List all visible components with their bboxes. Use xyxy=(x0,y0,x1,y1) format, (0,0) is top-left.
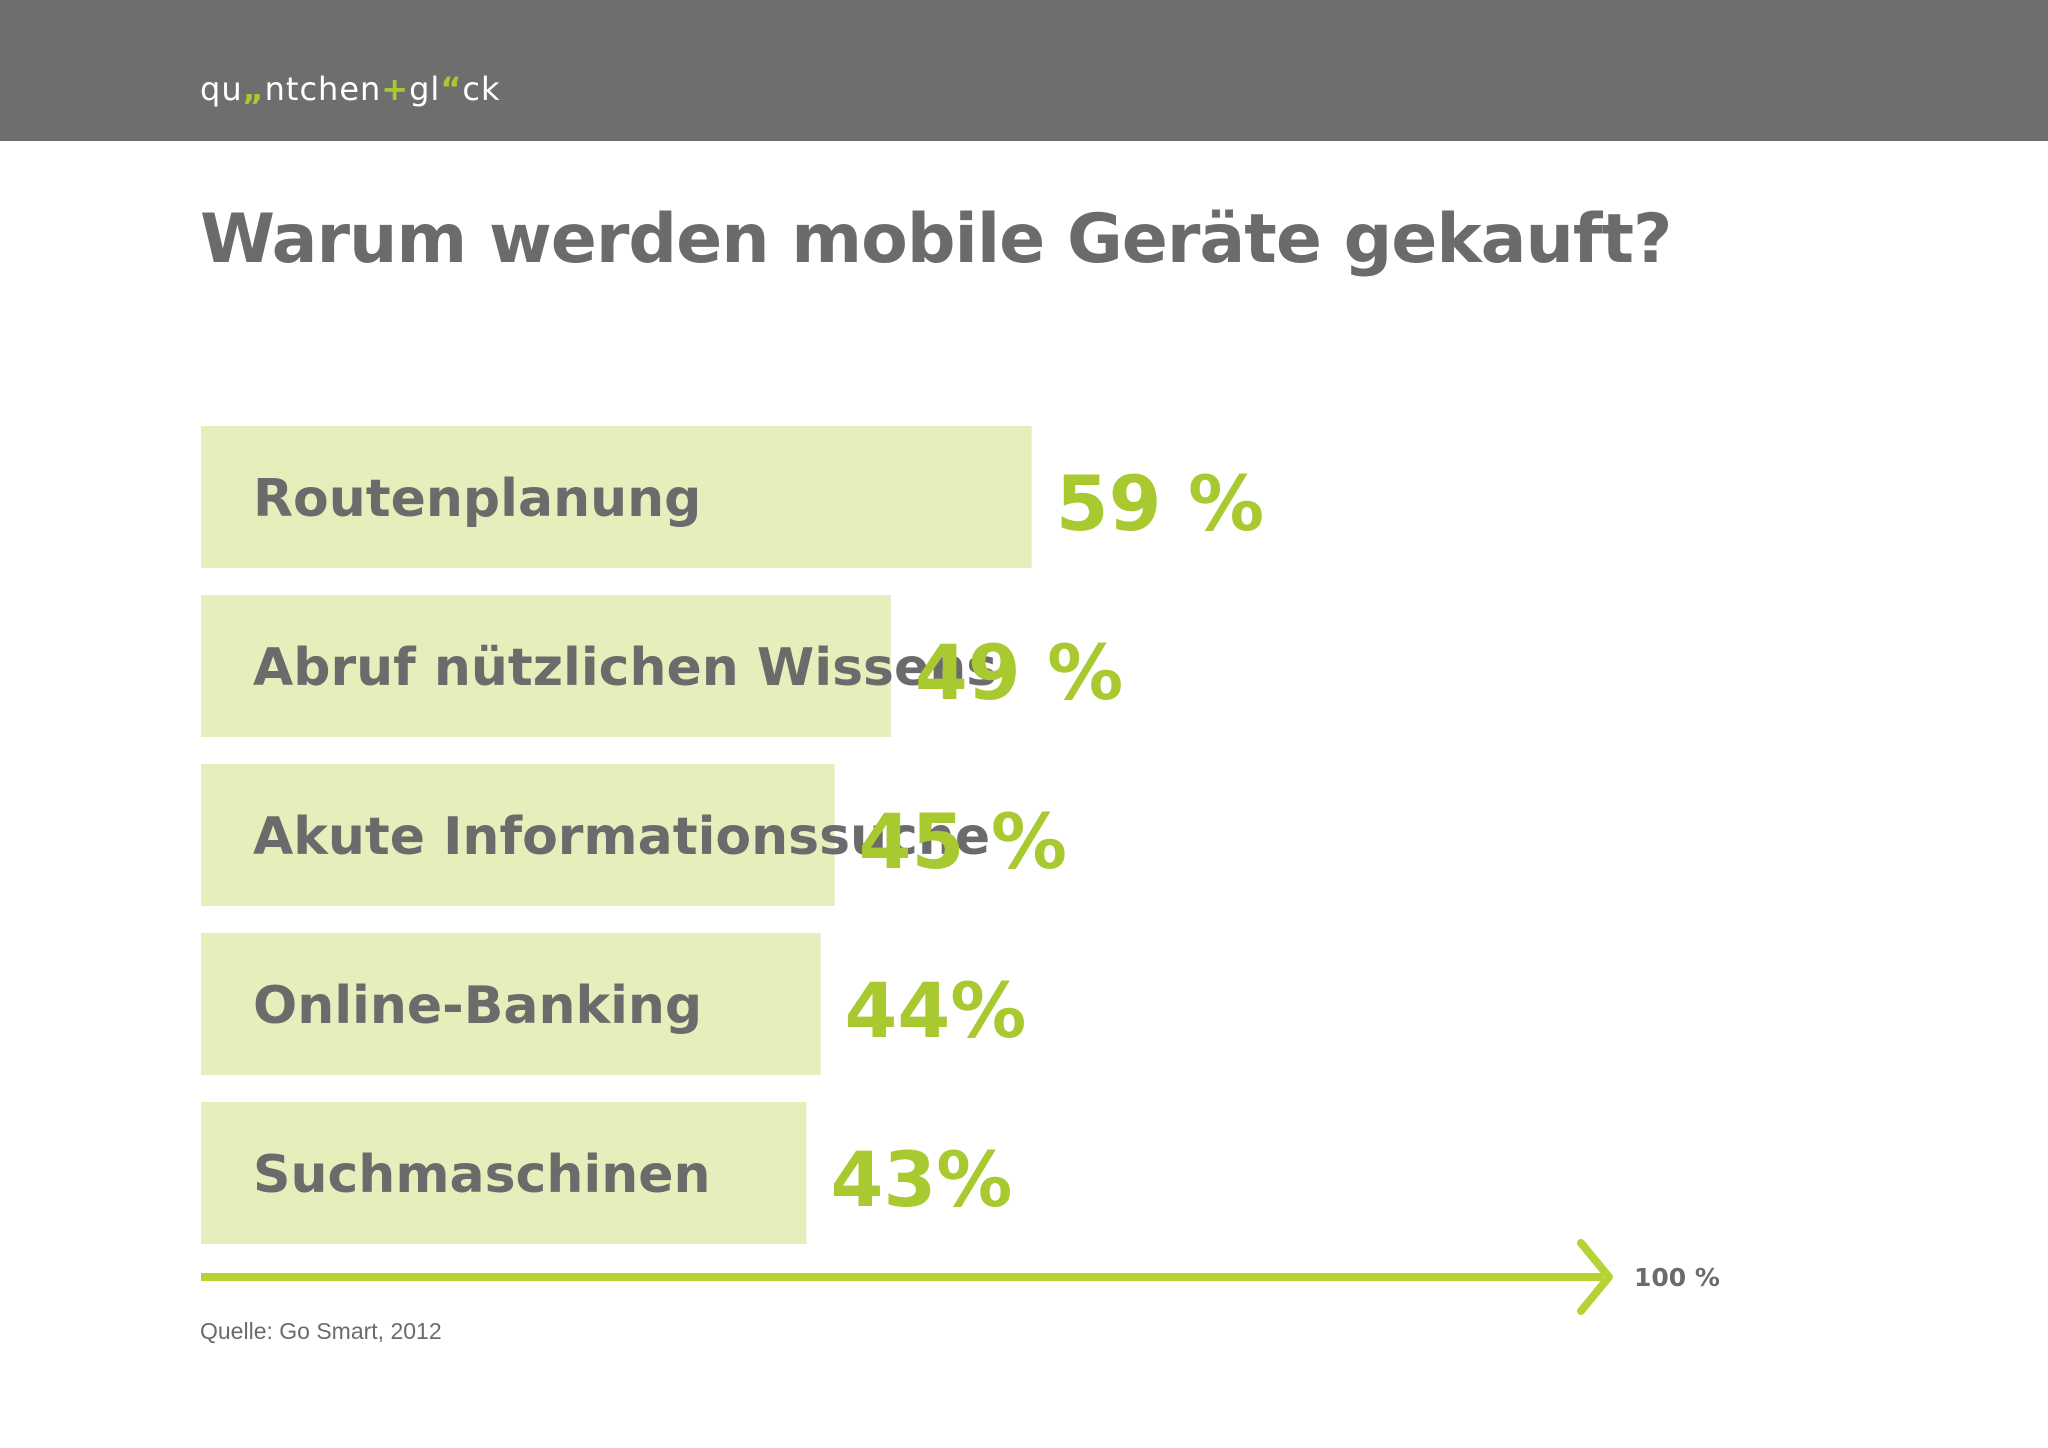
value-label-4: 44% xyxy=(845,966,1027,1055)
value-label-1: 59 % xyxy=(1056,459,1264,548)
value-label-2: 49 % xyxy=(915,628,1123,717)
header-bar xyxy=(0,0,2048,141)
logo-part-6: “ xyxy=(440,70,463,108)
bar-label-5: Suchmaschinen xyxy=(253,1145,711,1205)
x-axis-arrow-icon xyxy=(1577,1239,1613,1315)
bar-label-3: Akute Informationssuche xyxy=(253,807,990,867)
x-axis-end-label: 100 % xyxy=(1634,1263,1720,1292)
value-label-5: 43% xyxy=(830,1135,1012,1224)
bar-label-1: Routenplanung xyxy=(253,469,701,529)
bar-2 xyxy=(201,595,891,737)
logo-part-2: „ xyxy=(242,70,265,108)
logo-part-3: ntchen xyxy=(264,70,382,108)
page-title: Warum werden mobile Geräte gekauft? xyxy=(200,200,1672,279)
bar-4 xyxy=(201,933,821,1075)
source-note: Quelle: Go Smart, 2012 xyxy=(200,1318,442,1344)
logo-part-5: gl xyxy=(409,70,441,108)
value-label-3: 45 % xyxy=(859,797,1067,886)
bar-label-2: Abruf nützlichen Wissens xyxy=(253,638,997,698)
logo-part-7: ck xyxy=(462,70,501,108)
logo-part-4: + xyxy=(381,70,410,108)
bar-5 xyxy=(201,1102,807,1244)
bar-3 xyxy=(201,764,835,906)
bar-1 xyxy=(201,426,1032,568)
bar-label-4: Online-Banking xyxy=(253,976,702,1036)
brand-logo: qu„ntchen+gl“ck xyxy=(200,64,500,114)
logo-part-1: qu xyxy=(200,70,243,108)
